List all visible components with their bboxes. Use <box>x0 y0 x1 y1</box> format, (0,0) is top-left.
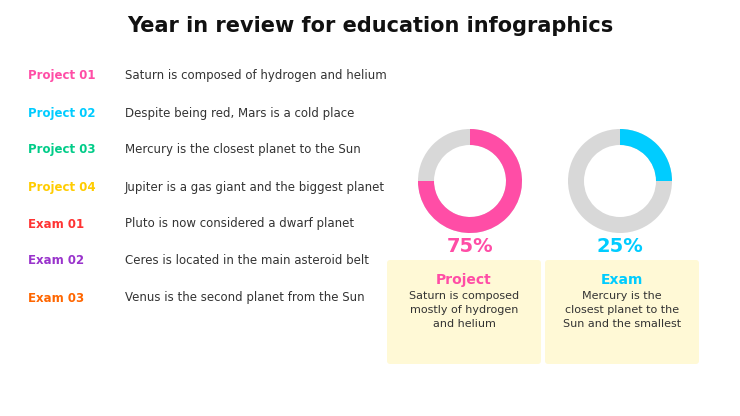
Text: Exam 01: Exam 01 <box>28 218 84 230</box>
FancyBboxPatch shape <box>387 260 541 364</box>
Text: 75%: 75% <box>447 238 494 257</box>
Wedge shape <box>418 129 522 233</box>
Text: Exam: Exam <box>601 273 643 287</box>
Text: Project 03: Project 03 <box>28 144 95 156</box>
Text: Project: Project <box>436 273 492 287</box>
Text: Exam 02: Exam 02 <box>28 255 84 267</box>
Text: Venus is the second planet from the Sun: Venus is the second planet from the Sun <box>125 292 365 305</box>
Text: Project 01: Project 01 <box>28 69 95 82</box>
Text: 25%: 25% <box>596 238 643 257</box>
Wedge shape <box>568 129 672 233</box>
Text: Ceres is located in the main asteroid belt: Ceres is located in the main asteroid be… <box>125 255 369 267</box>
Text: Mercury is the
closest planet to the
Sun and the smallest: Mercury is the closest planet to the Sun… <box>563 291 681 329</box>
Text: Jupiter is a gas giant and the biggest planet: Jupiter is a gas giant and the biggest p… <box>125 181 385 193</box>
FancyBboxPatch shape <box>545 260 699 364</box>
Wedge shape <box>620 129 672 181</box>
Text: Saturn is composed of hydrogen and helium: Saturn is composed of hydrogen and heliu… <box>125 69 387 82</box>
Text: Project 02: Project 02 <box>28 106 95 119</box>
Text: Despite being red, Mars is a cold place: Despite being red, Mars is a cold place <box>125 106 354 119</box>
Text: Project 04: Project 04 <box>28 181 95 193</box>
Text: Year in review for education infographics: Year in review for education infographic… <box>127 16 613 36</box>
Text: Pluto is now considered a dwarf planet: Pluto is now considered a dwarf planet <box>125 218 354 230</box>
Wedge shape <box>418 129 522 233</box>
Text: Mercury is the closest planet to the Sun: Mercury is the closest planet to the Sun <box>125 144 361 156</box>
Text: Saturn is composed
mostly of hydrogen
and helium: Saturn is composed mostly of hydrogen an… <box>409 291 519 329</box>
Text: Exam 03: Exam 03 <box>28 292 84 305</box>
